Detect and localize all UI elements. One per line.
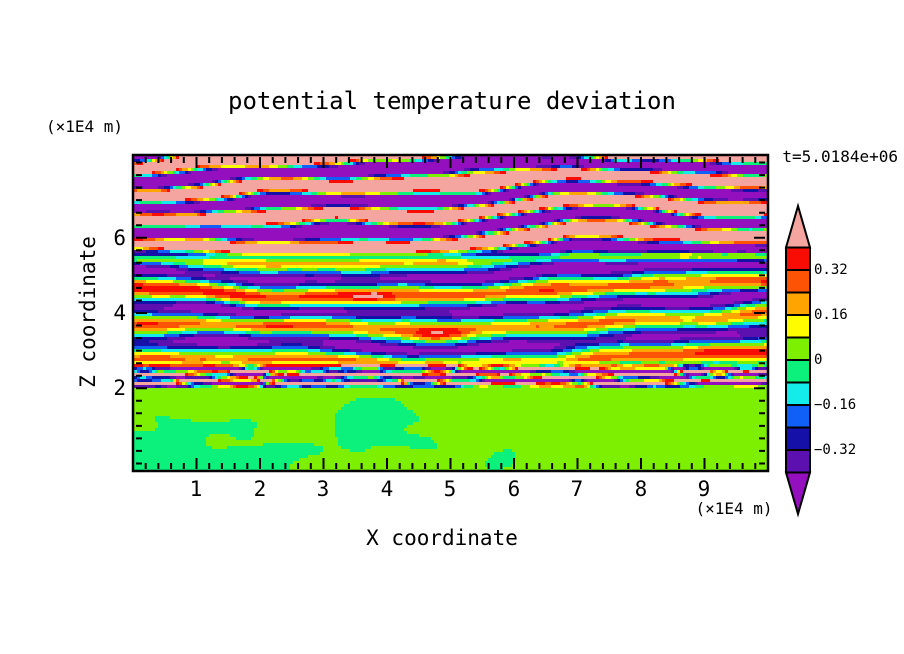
- colorbar-tick-label: −0.32: [814, 442, 857, 458]
- y-tick-label: 4: [113, 301, 126, 325]
- colorbar-segment: [785, 291, 811, 316]
- colorbar-segment: [785, 404, 811, 429]
- colorbar-tick-label: −0.16: [814, 397, 857, 413]
- x-tick-label: 4: [380, 477, 394, 501]
- colorbar-segment: [785, 314, 811, 339]
- colorbar-segment: [785, 381, 811, 406]
- y-axis-unit-label: (×1E4 m): [46, 117, 124, 136]
- x-tick-label: 9: [697, 477, 711, 501]
- x-axis-title: X coordinate: [366, 526, 518, 550]
- colorbar-tick-label: 0.32: [814, 262, 848, 278]
- x-tick-label: 2: [253, 477, 267, 501]
- x-tick-label: 6: [507, 477, 521, 501]
- y-tick-label: 2: [113, 376, 126, 400]
- x-tick-label: 1: [189, 477, 203, 501]
- x-tick-label: 3: [316, 477, 330, 501]
- x-tick-label: 5: [443, 477, 457, 501]
- colorbar-segment: [785, 336, 811, 361]
- y-tick-label: 6: [113, 226, 126, 250]
- plot-title: potential temperature deviation: [228, 87, 676, 115]
- x-tick-label: 7: [570, 477, 584, 501]
- colorbar-segment: [785, 426, 811, 451]
- x-axis-unit-label: (×1E4 m): [695, 499, 773, 518]
- colorbar-segment: [785, 449, 811, 474]
- colorbar-tick-label: 0: [814, 352, 823, 368]
- x-tick-label: 8: [634, 477, 648, 501]
- colorbar-segment: [785, 269, 811, 294]
- colorbar-segment: [785, 359, 811, 384]
- colorbar-segment: [785, 246, 811, 271]
- colorbar-over-arrow: [784, 202, 812, 249]
- colorbar-tick-label: 0.16: [814, 307, 848, 323]
- contour-field-canvas: [134, 156, 767, 470]
- timestamp-label: t=5.0184e+06: [782, 147, 898, 166]
